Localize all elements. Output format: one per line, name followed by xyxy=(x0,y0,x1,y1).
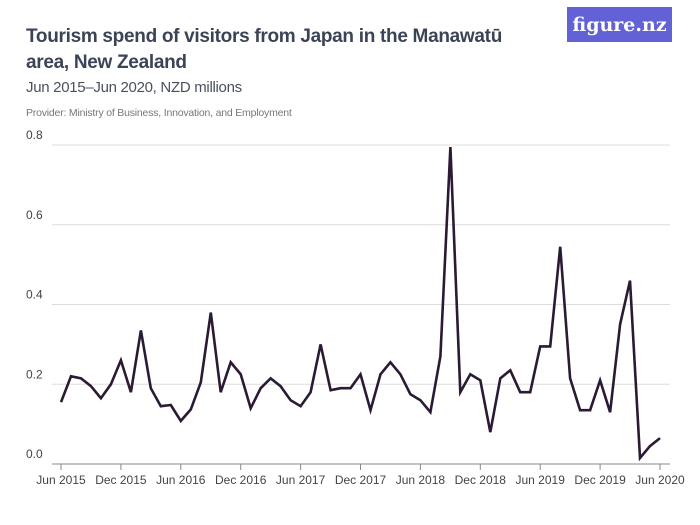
x-tick-label: Dec 2018 xyxy=(455,473,507,487)
x-tick-label: Jun 2018 xyxy=(396,473,446,487)
x-tick-label: Dec 2016 xyxy=(215,473,267,487)
x-tick-label: Dec 2019 xyxy=(574,473,626,487)
y-tick-label: 0.4 xyxy=(26,288,43,302)
y-tick-label: 0.6 xyxy=(26,208,43,222)
chart-subtitle: Jun 2015–Jun 2020, NZD millions xyxy=(26,79,242,96)
data-line xyxy=(59,146,661,462)
chart-title: Tourism spend of visitors from Japan in … xyxy=(26,26,503,73)
x-tick-label: Dec 2017 xyxy=(335,473,387,487)
y-tick-label: 0.8 xyxy=(26,128,43,142)
x-tick-label: Jun 2015 xyxy=(36,473,86,487)
x-tick-label: Jun 2016 xyxy=(156,473,206,487)
x-tick-label: Jun 2019 xyxy=(516,473,566,487)
provider-text: Provider: Ministry of Business, Innovati… xyxy=(26,107,292,119)
y-tick-label: 0.2 xyxy=(26,367,43,381)
x-tick-label: Dec 2015 xyxy=(95,473,147,487)
y-tick-label: 0.0 xyxy=(26,447,43,461)
x-tick-label: Jun 2020 xyxy=(635,473,685,487)
figure-nz-logo[interactable]: figure.nz xyxy=(567,7,672,42)
x-tick-label: Jun 2017 xyxy=(276,473,326,487)
